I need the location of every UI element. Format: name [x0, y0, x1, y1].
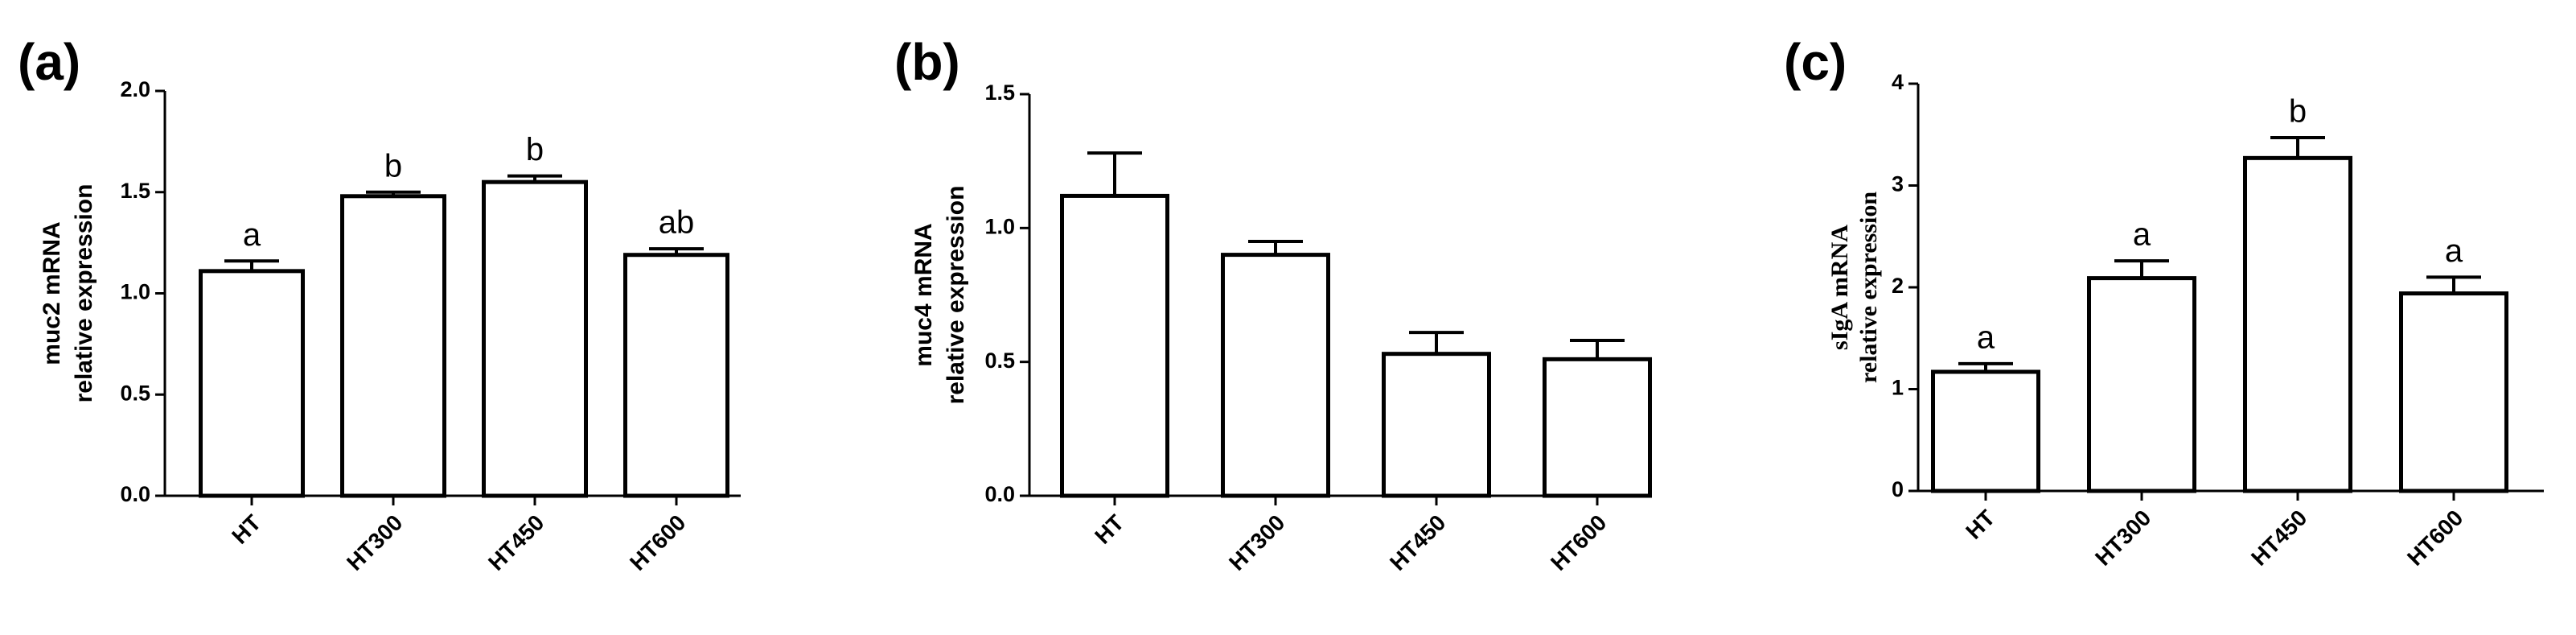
y-tick-label: 0.5	[120, 381, 150, 405]
x-tick-label: HT600	[625, 510, 690, 575]
bar	[1060, 193, 1169, 498]
x-tick-label: HT	[1961, 505, 1999, 544]
y-tick-label: 1.0	[120, 280, 150, 304]
panel-label: (b)	[894, 33, 960, 91]
x-tick-label: HT	[227, 510, 265, 549]
y-tick-label: 0	[1892, 477, 1904, 501]
y-axis-label: relative expression	[1855, 192, 1882, 383]
y-axis-label: muc2 mRNA	[39, 221, 65, 365]
bar	[2243, 155, 2352, 493]
significance-letter: a	[1977, 320, 1995, 355]
y-tick-label: 4	[1892, 70, 1904, 94]
panel-label: (a)	[18, 33, 80, 91]
y-axis-label: sIgA mRNA	[1826, 225, 1853, 350]
x-tick-label: HT300	[342, 510, 407, 575]
y-axis-label: muc4 mRNA	[910, 223, 937, 366]
x-tick-label: HT450	[1385, 510, 1450, 575]
bar	[1931, 369, 2040, 493]
y-axis-label: relative expression	[943, 186, 969, 405]
significance-letter: a	[2445, 233, 2463, 269]
significance-letter: b	[526, 132, 544, 167]
y-tick-label: 1.5	[984, 80, 1015, 105]
bar	[2399, 291, 2508, 493]
panel: (a) muc2 mRNA relative expression 0.0 0.5 1.0…	[18, 33, 741, 575]
y-tick-label: 3	[1892, 172, 1904, 196]
bar	[2087, 276, 2196, 493]
x-tick-label: HT600	[2402, 505, 2467, 571]
x-tick-label: HT450	[2246, 505, 2311, 571]
bar	[1221, 253, 1330, 498]
bar	[340, 194, 446, 498]
y-tick-label: 1.5	[120, 179, 150, 203]
y-tick-label: 1.0	[984, 214, 1015, 238]
bar	[199, 269, 305, 498]
significance-letter: a	[2133, 217, 2151, 253]
bar	[1382, 352, 1491, 498]
significance-letter: b	[2289, 94, 2307, 130]
y-tick-label: 2.0	[120, 77, 150, 101]
y-tick-label: 0.0	[984, 482, 1015, 506]
y-axis-label: relative expression	[71, 184, 97, 403]
panel: (c) sIgA mRNA relative expression 0 1 2 3 4 HT a H…	[1784, 33, 2544, 571]
x-tick-label: HT300	[1224, 510, 1289, 575]
significance-letter: b	[384, 148, 402, 183]
bar	[623, 253, 729, 498]
x-tick-label: HT600	[1546, 510, 1611, 575]
panel: (b) muc4 mRNA relative expression 0.0 0.5 1.0…	[894, 33, 1652, 575]
y-tick-label: 0.5	[984, 348, 1015, 373]
significance-letter: a	[243, 217, 261, 253]
significance-letter: ab	[659, 205, 695, 241]
x-tick-label: HT	[1090, 510, 1128, 549]
y-tick-label: 0.0	[120, 482, 150, 506]
y-tick-label: 2	[1892, 274, 1904, 298]
bar	[1543, 357, 1652, 498]
x-tick-label: HT300	[2090, 505, 2155, 571]
panel-label: (c)	[1784, 33, 1847, 91]
x-tick-label: HT450	[483, 510, 548, 575]
bar	[482, 179, 588, 498]
y-tick-label: 1	[1892, 376, 1904, 400]
